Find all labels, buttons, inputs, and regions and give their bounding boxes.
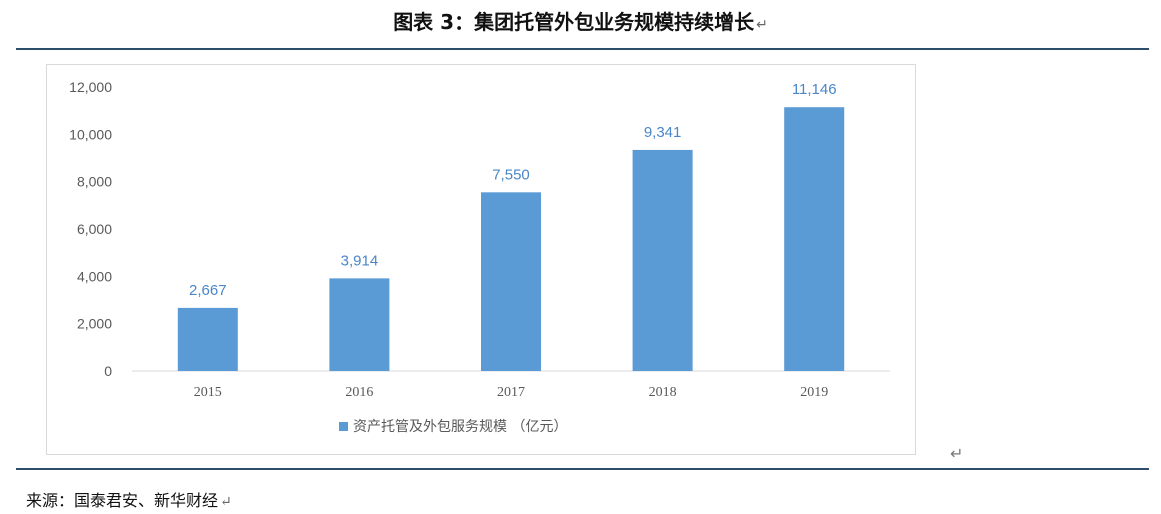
- y-tick-label: 0: [104, 363, 112, 379]
- source-note: 来源：国泰君安、新华财经 ↵: [26, 487, 232, 511]
- y-tick-label: 10,000: [69, 126, 112, 142]
- y-tick-label: 6,000: [77, 221, 112, 237]
- bottom-rule: [16, 468, 1149, 470]
- chart-container: 0 2,000 4,000 6,000 8,000 10,000 12,000 2,667 20…: [46, 64, 916, 455]
- top-rule: [16, 48, 1149, 50]
- paragraph-return-mark-side: ↵: [950, 444, 964, 463]
- data-label: 11,146: [792, 81, 837, 98]
- x-tick-label: 2019: [800, 385, 828, 400]
- legend-label: 资产托管及外包服务规模 （亿元）: [353, 419, 567, 435]
- bar: [632, 149, 693, 371]
- paragraph-return-mark-source: ↵: [220, 494, 232, 510]
- bar: [329, 278, 390, 371]
- figure-title: 图表 3：集团托管外包业务规模持续增长 ↵: [0, 6, 1161, 35]
- bar: [481, 192, 541, 371]
- bar-chart: 0 2,000 4,000 6,000 8,000 10,000 12,000 2,667 20…: [69, 79, 890, 435]
- data-label: 7,550: [492, 166, 530, 183]
- legend-swatch: [339, 422, 348, 431]
- x-tick-label: 2016: [345, 385, 373, 400]
- bar: [784, 107, 845, 371]
- x-tick-label: 2017: [497, 385, 525, 400]
- x-tick-label: 2015: [194, 385, 222, 400]
- y-tick-label: 12,000: [69, 79, 112, 95]
- figure-title-text: 图表 3：集团托管外包业务规模持续增长: [393, 10, 755, 34]
- x-tick-label: 2018: [649, 385, 677, 400]
- y-tick-label: 4,000: [77, 268, 112, 284]
- bar: [177, 307, 238, 371]
- y-tick-label: 8,000: [77, 174, 112, 190]
- data-label: 3,914: [341, 252, 379, 269]
- y-tick-label: 2,000: [77, 316, 112, 332]
- paragraph-return-mark: ↵: [756, 17, 768, 33]
- source-text: 来源：国泰君安、新华财经: [26, 491, 219, 510]
- data-label: 2,667: [189, 282, 227, 299]
- data-label: 9,341: [644, 124, 682, 141]
